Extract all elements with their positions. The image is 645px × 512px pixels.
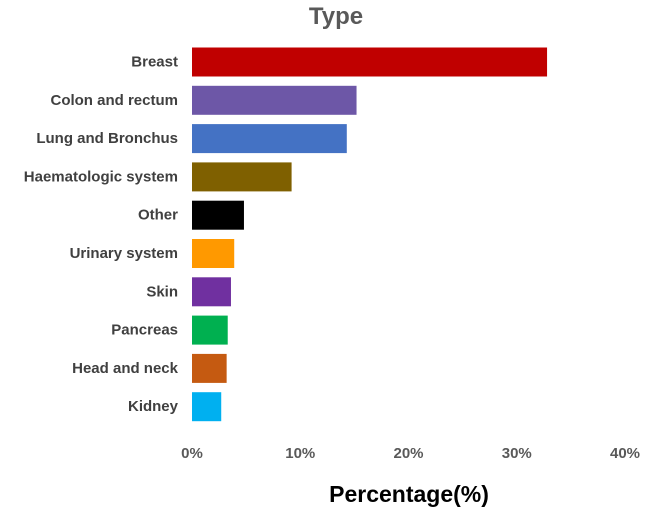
category-label-pancreas: Pancreas bbox=[111, 322, 178, 339]
category-label-other: Other bbox=[138, 207, 178, 224]
category-label-skin: Skin bbox=[146, 283, 178, 300]
x-tick-label: 10% bbox=[285, 445, 315, 462]
category-label-lung-and-bronchus: Lung and Bronchus bbox=[36, 130, 178, 147]
bar-breast bbox=[192, 47, 548, 77]
category-label-colon-and-rectum: Colon and rectum bbox=[50, 92, 178, 109]
category-label-urinary-system: Urinary system bbox=[70, 245, 178, 262]
category-labels: Breast Colon and rectum Lung and Bronchus H… bbox=[24, 54, 179, 416]
x-tick-label: 20% bbox=[393, 445, 423, 462]
bar-lung-and-bronchus bbox=[192, 124, 347, 154]
x-axis-title: Percentage(%) bbox=[329, 481, 489, 507]
category-label-kidney: Kidney bbox=[128, 398, 179, 415]
x-tick-label: 0% bbox=[181, 445, 203, 462]
bar-skin bbox=[192, 277, 231, 307]
bars-group bbox=[192, 47, 548, 422]
x-tick-label: 30% bbox=[502, 445, 532, 462]
category-label-head-and-neck: Head and neck bbox=[72, 360, 179, 377]
category-label-haematologic-system: Haematologic system bbox=[24, 168, 178, 185]
bar-pancreas bbox=[192, 315, 228, 345]
bar-haematologic-system bbox=[192, 162, 292, 192]
chart-title: Type bbox=[309, 3, 363, 30]
category-label-breast: Breast bbox=[131, 54, 178, 71]
bar-colon-and-rectum bbox=[192, 85, 357, 115]
x-tick-label: 40% bbox=[610, 445, 640, 462]
bar-other bbox=[192, 200, 244, 230]
bar-kidney bbox=[192, 392, 222, 422]
bar-head-and-neck bbox=[192, 353, 227, 383]
x-axis-ticks: 0% 10% 20% 30% 40% bbox=[181, 445, 640, 462]
bar-urinary-system bbox=[192, 239, 235, 268]
